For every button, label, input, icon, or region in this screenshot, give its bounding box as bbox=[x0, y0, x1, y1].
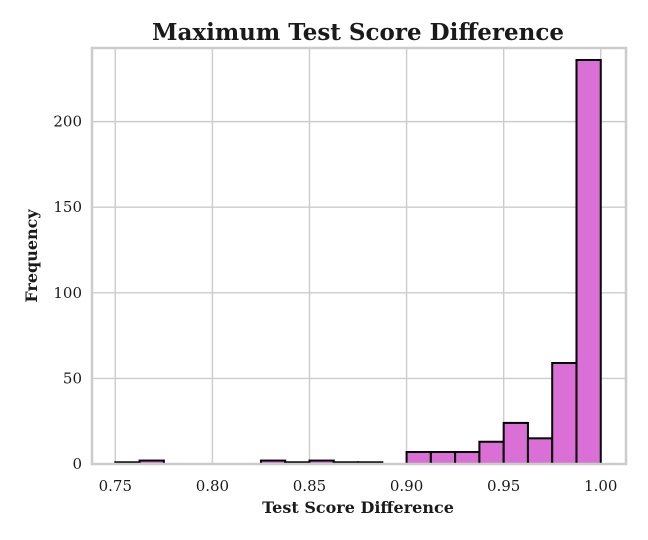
y-tick-label: 200 bbox=[53, 113, 82, 131]
y-tick-labels: 0 50 100 150 200 bbox=[53, 113, 82, 473]
histogram-bar bbox=[575, 58, 602, 465]
y-tick-label: 150 bbox=[53, 198, 82, 216]
x-tick-label: 0.90 bbox=[390, 477, 423, 495]
histogram-bar bbox=[429, 451, 457, 465]
y-axis-label: Frequency bbox=[22, 209, 41, 303]
plot-frame bbox=[90, 46, 628, 466]
x-tick-label: 1.00 bbox=[584, 477, 617, 495]
y-tick-label: 50 bbox=[63, 369, 82, 387]
x-tick-label: 0.85 bbox=[293, 477, 326, 495]
x-tick-label: 0.95 bbox=[487, 477, 520, 495]
histogram-bar bbox=[526, 437, 554, 465]
histogram-bars bbox=[114, 58, 602, 466]
histogram-bar bbox=[478, 440, 505, 465]
x-tick-label: 0.75 bbox=[99, 477, 132, 495]
x-tick-label: 0.80 bbox=[196, 477, 229, 495]
histogram-bar bbox=[502, 421, 529, 465]
histogram-bar bbox=[551, 361, 578, 465]
y-tick-label: 100 bbox=[53, 284, 82, 302]
x-axis-label: Test Score Difference bbox=[262, 498, 454, 517]
histogram-bar bbox=[405, 451, 432, 465]
x-tick-labels: 0.75 0.80 0.85 0.90 0.95 1.00 bbox=[99, 477, 618, 495]
grid-lines bbox=[92, 48, 626, 465]
histogram-bar bbox=[454, 451, 481, 465]
chart-title: Maximum Test Score Difference bbox=[152, 19, 564, 46]
y-tick-label: 0 bbox=[72, 455, 82, 473]
